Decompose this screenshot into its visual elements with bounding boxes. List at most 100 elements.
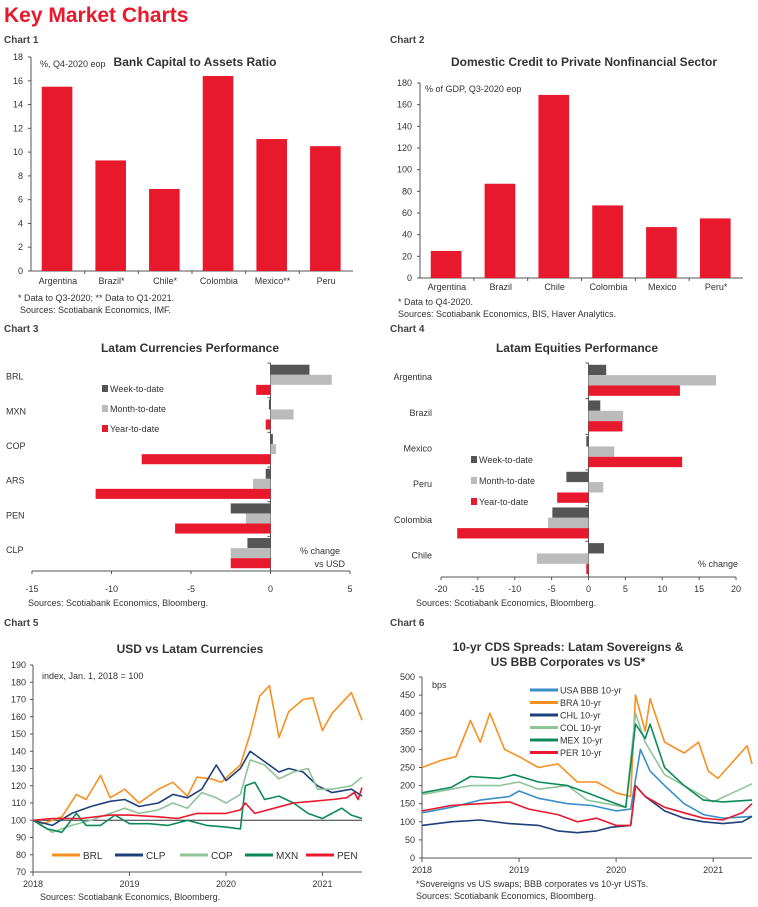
series-line-pen (32, 787, 363, 822)
chart-2-label: Chart 2 (390, 35, 425, 46)
x-tick-label: 0 (268, 584, 273, 594)
bar-pen-year-to-date (175, 523, 271, 534)
footnote: Sources: Scotiabank Economics, Bloomberg… (28, 598, 208, 608)
x-tick-label: -10 (105, 584, 118, 594)
legend-label: USA BBB 10-yr (560, 686, 622, 696)
category-label: Argentina (393, 372, 432, 382)
series-line-clp (32, 750, 363, 827)
y-tick-label: 6 (18, 195, 23, 205)
x-tick-label: 2020 (216, 879, 236, 889)
y-tick-label: 500 (400, 672, 415, 682)
series-line-brl (32, 684, 363, 825)
x-tick-label: 5 (623, 584, 628, 594)
y-tick-label: 350 (400, 726, 415, 736)
footnote: * Data to Q3-2020; ** Data to Q1-2021. (18, 293, 174, 303)
series-line-mex-10-yr (421, 723, 753, 809)
y-tick-label: 0 (410, 853, 415, 863)
chart-title: US BBB Corporates vs US* (491, 655, 646, 669)
x-tick-label: -5 (187, 584, 195, 594)
series-line-usa-bbb-10-yr (421, 748, 753, 819)
footnote: * Data to Q4-2020. (398, 297, 473, 307)
footnote: Sources: Scotiabank Economics, BIS, Have… (398, 309, 616, 319)
legend-swatch (102, 425, 108, 432)
legend-swatch (471, 456, 477, 463)
series-line-mxn (32, 781, 363, 834)
bar-mexico-year-to-date (588, 456, 683, 468)
x-tick-label: 2019 (119, 879, 139, 889)
y-tick-label: 150 (400, 799, 415, 809)
x-tick-label: 15 (694, 584, 704, 594)
category-label: Brazil (409, 408, 432, 418)
y-tick-label: 60 (402, 208, 412, 218)
bar-brazil-month-to-date (588, 410, 624, 422)
category-label: Argentina (39, 276, 78, 286)
category-label: COP (6, 441, 26, 451)
legend-label: MEX 10-yr (560, 736, 603, 746)
y-tick-label: 180 (397, 78, 412, 88)
legend-label: COL 10-yr (560, 723, 601, 733)
category-label: Mexico** (255, 276, 291, 286)
chart-5-label: Chart 5 (4, 618, 39, 629)
bar-colombia (202, 76, 234, 272)
x-tick-label: 10 (657, 584, 667, 594)
y-tick-label: 190 (11, 660, 26, 670)
bar-clp-month-to-date (230, 548, 271, 559)
category-label: BRL (6, 372, 24, 382)
bar-chile (538, 94, 570, 279)
x-tick-label: 2019 (509, 865, 529, 875)
y-tick-label: 20 (402, 251, 412, 261)
x-tick-label: 2018 (412, 865, 432, 875)
x-tick-label: 2021 (312, 879, 332, 889)
bar-cop-month-to-date (270, 444, 277, 455)
y-tick-label: 40 (402, 230, 412, 240)
bar-clp-year-to-date (230, 558, 271, 569)
bar-argentina (41, 86, 73, 271)
bar-peru-week-to-date (566, 471, 589, 483)
bar-clp-week-to-date (247, 538, 271, 549)
bar-mexico (646, 227, 677, 278)
legend-label: PER 10-yr (560, 748, 602, 758)
bar-brl-week-to-date (270, 364, 310, 375)
category-label: CLP (6, 545, 24, 555)
category-label: Colombia (200, 276, 238, 286)
bar-argentina (430, 250, 462, 278)
y-tick-label: 160 (397, 100, 412, 110)
category-label: Argentina (428, 282, 467, 292)
legend-label: CHL 10-yr (560, 711, 601, 721)
x-tick-label: -20 (434, 584, 447, 594)
legend-swatch (102, 385, 108, 392)
legend-label: Week-to-date (110, 384, 164, 394)
bar-argentina-month-to-date (588, 375, 717, 386)
unit-annotation: % change (300, 546, 340, 556)
bar-mexico-week-to-date (586, 436, 589, 447)
y-tick-label: 160 (11, 712, 26, 722)
bar-mxn-year-to-date (265, 419, 271, 430)
y-tick-label: 130 (11, 764, 26, 774)
x-tick-label: 0 (586, 584, 591, 594)
y-tick-label: 80 (16, 850, 26, 860)
bar-ars-month-to-date (253, 478, 271, 489)
y-tick-label: 12 (13, 123, 23, 133)
y-tick-label: 140 (397, 121, 412, 131)
bar-chile (149, 188, 180, 271)
legend-label: Week-to-date (479, 455, 533, 465)
legend-swatch (471, 477, 477, 484)
x-tick-label: 2020 (606, 865, 626, 875)
bar-brazil (95, 160, 126, 271)
category-label: Chile (544, 282, 565, 292)
bar-colombia-year-to-date (457, 528, 589, 539)
category-label: Peru (413, 479, 432, 489)
x-tick-label: -10 (508, 584, 521, 594)
unit-annotation: %, Q4-2020 eop (40, 59, 106, 69)
bar-brazil-week-to-date (588, 400, 601, 411)
y-tick-label: 4 (18, 218, 23, 228)
footnote: Sources: Scotiabank Economics, Bloomberg… (416, 598, 596, 608)
y-tick-label: 2 (18, 242, 23, 252)
unit-annotation: index, Jan. 1, 2018 = 100 (42, 671, 143, 681)
bar-peru (699, 218, 731, 278)
y-tick-label: 250 (400, 763, 415, 773)
chart-title: Bank Capital to Assets Ratio (114, 55, 277, 69)
legend-label: Month-to-date (479, 476, 535, 486)
